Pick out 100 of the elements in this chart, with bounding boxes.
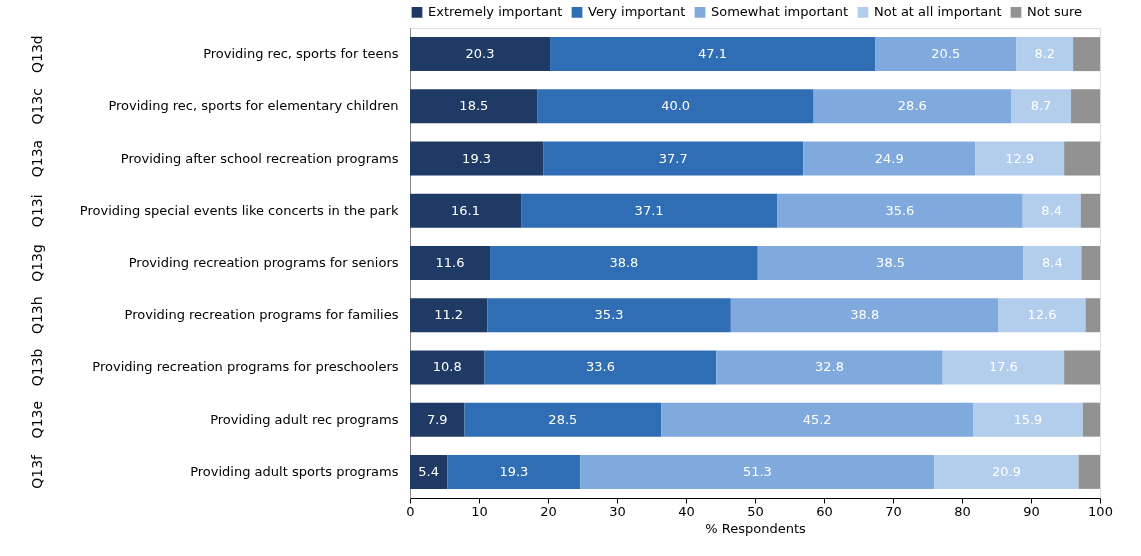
bar bbox=[998, 298, 1086, 333]
data-label: 17.6 bbox=[988, 359, 1018, 375]
bar bbox=[1064, 350, 1100, 385]
bar bbox=[410, 193, 522, 228]
bar bbox=[813, 89, 1011, 124]
data-label: 12.6 bbox=[1027, 307, 1057, 323]
bar bbox=[1081, 246, 1100, 280]
bar bbox=[661, 402, 974, 437]
x-tick-label: 40 bbox=[678, 503, 695, 519]
data-label: 19.3 bbox=[499, 463, 529, 479]
data-label: 20.5 bbox=[931, 46, 961, 62]
bar bbox=[487, 298, 731, 333]
data-label: 40.0 bbox=[661, 98, 691, 114]
y-tick-label: Providing recreation programs for seniors bbox=[128, 255, 399, 270]
bar bbox=[1016, 37, 1074, 72]
bar bbox=[410, 402, 465, 437]
text: Q13c bbox=[29, 88, 45, 125]
bar bbox=[537, 89, 814, 124]
bar bbox=[1082, 402, 1100, 437]
data-label: 20.3 bbox=[465, 46, 495, 62]
data-label: 16.1 bbox=[451, 202, 481, 218]
bar bbox=[410, 454, 448, 489]
data-label: 24.9 bbox=[874, 150, 904, 166]
bar bbox=[410, 37, 551, 72]
bar bbox=[1023, 246, 1082, 280]
bar bbox=[777, 193, 1023, 228]
data-label: 5.4 bbox=[418, 463, 439, 479]
x-tick-label: 90 bbox=[1023, 503, 1040, 519]
bar bbox=[410, 298, 488, 333]
bar bbox=[550, 37, 876, 72]
data-label: 35.3 bbox=[594, 307, 624, 323]
x-tick-label: 30 bbox=[609, 503, 626, 519]
data-label: 8.2 bbox=[1034, 46, 1056, 62]
data-label: 28.5 bbox=[548, 411, 578, 427]
x-tick-label: 0 bbox=[406, 503, 415, 519]
bar bbox=[1073, 37, 1100, 72]
bar bbox=[1010, 89, 1072, 124]
data-label: 20.9 bbox=[992, 463, 1021, 479]
x-tick-label: 70 bbox=[885, 503, 902, 519]
data-label: 51.3 bbox=[742, 463, 772, 479]
data-label: 28.6 bbox=[897, 98, 927, 114]
bar bbox=[934, 454, 1079, 489]
bar bbox=[490, 246, 758, 280]
data-label: 11.2 bbox=[434, 307, 464, 323]
data-label: 10.8 bbox=[432, 359, 462, 375]
legend-label: Very important bbox=[588, 4, 686, 20]
bar bbox=[580, 454, 935, 489]
legend-label: Not at all important bbox=[874, 4, 1002, 20]
bar bbox=[447, 454, 581, 489]
x-tick-label: 50 bbox=[747, 503, 764, 519]
data-label: 38.5 bbox=[876, 255, 906, 270]
text: Q13i bbox=[29, 194, 45, 228]
bar bbox=[973, 402, 1083, 437]
legend-label: Not sure bbox=[1027, 4, 1082, 20]
y-tick-label: Providing recreation programs for preschoolers bbox=[92, 359, 399, 375]
text: Q13e bbox=[29, 400, 45, 439]
data-label: 8.4 bbox=[1042, 255, 1063, 270]
y-tick-label: Providing rec, sports for elementary children bbox=[108, 98, 399, 114]
bar bbox=[803, 141, 976, 176]
bar bbox=[1085, 298, 1100, 333]
data-label: 38.8 bbox=[850, 307, 880, 323]
x-tick-label: 80 bbox=[954, 503, 971, 519]
text: Q13a bbox=[29, 139, 45, 178]
data-label: 11.6 bbox=[435, 255, 465, 270]
bar bbox=[975, 141, 1065, 176]
y-tick-label: Providing rec, sports for teens bbox=[203, 46, 399, 62]
bar bbox=[521, 193, 778, 228]
bar bbox=[464, 402, 662, 437]
y-tick-label: Providing adult rec programs bbox=[210, 411, 399, 427]
bar bbox=[410, 246, 491, 280]
data-label: 19.3 bbox=[462, 150, 492, 166]
bar bbox=[757, 246, 1024, 280]
data-label: 8.7 bbox=[1030, 98, 1052, 114]
data-label: 37.7 bbox=[658, 150, 688, 166]
text: Q13b bbox=[29, 348, 45, 387]
text: Q13h bbox=[29, 296, 45, 335]
data-label: 15.9 bbox=[1013, 411, 1043, 427]
bar bbox=[875, 37, 1017, 72]
data-label: 33.6 bbox=[585, 359, 615, 375]
data-label: 32.8 bbox=[815, 359, 844, 375]
text: Q13f bbox=[29, 453, 45, 489]
x-tick-label: 10 bbox=[471, 503, 488, 519]
x-tick-label: 60 bbox=[816, 503, 833, 519]
y-tick-label: Providing adult sports programs bbox=[190, 463, 399, 479]
bar bbox=[730, 298, 999, 333]
y-tick-label: Providing after school recreation programs bbox=[120, 150, 399, 166]
bar bbox=[942, 350, 1065, 385]
bar bbox=[543, 141, 804, 176]
data-label: 47.1 bbox=[698, 46, 728, 62]
bar bbox=[410, 350, 485, 385]
data-label: 35.6 bbox=[885, 202, 915, 218]
bar bbox=[1071, 89, 1100, 124]
x-tick-label: 100 bbox=[1088, 503, 1113, 519]
data-label: 37.1 bbox=[634, 202, 664, 218]
bar bbox=[410, 89, 538, 124]
bar bbox=[410, 141, 544, 176]
data-label: 38.8 bbox=[609, 255, 639, 270]
x-tick-label: 20 bbox=[540, 503, 557, 519]
bar bbox=[1022, 193, 1081, 228]
data-label: 8.4 bbox=[1041, 202, 1063, 218]
